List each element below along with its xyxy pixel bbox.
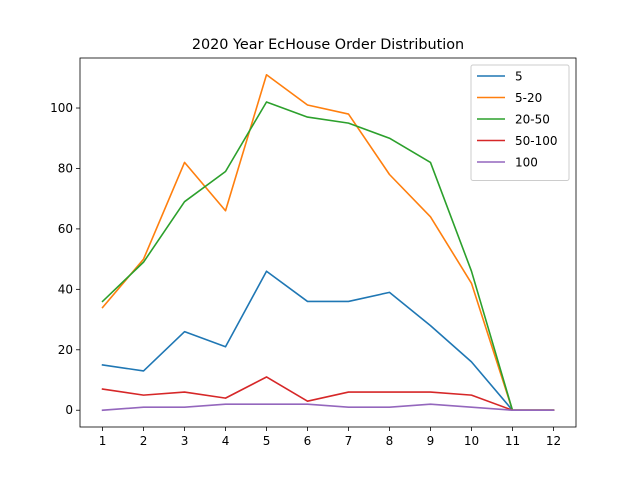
x-tick-label: 9 [427,434,435,448]
series-line-1 [101,73,555,412]
y-tick-label: 20 [58,343,73,357]
legend: 5 5-20 20-50 50-100 100 [470,64,570,181]
x-tick-label: 7 [345,434,353,448]
legend-label: 5 [515,70,523,84]
legend-box [470,64,570,181]
series-line-4 [101,403,555,412]
x-tick-label: 11 [505,434,520,448]
series-line-3 [101,376,555,412]
legend-label: 5-20 [515,91,542,105]
x-tick-label: 6 [304,434,312,448]
x-tick-label: 5 [263,434,271,448]
y-tick-label: 0 [65,403,73,417]
legend-label: 50-100 [515,134,558,148]
y-tick-label: 80 [58,161,73,175]
x-tick-label: 4 [222,434,230,448]
x-tick-label: 8 [386,434,394,448]
x-tick-label: 10 [464,434,479,448]
legend-label: 100 [515,156,538,170]
x-tick-label: 3 [181,434,189,448]
chart-title: 2020 Year EcHouse Order Distribution [192,37,464,53]
x-tick-label: 2 [140,434,148,448]
y-tick-label: 40 [58,282,73,296]
x-tick-label: 1 [99,434,107,448]
y-tick-label: 60 [58,222,73,236]
x-tick-label: 12 [546,434,561,448]
y-tick-label: 100 [50,101,73,115]
series-line-0 [101,270,555,412]
legend-label: 20-50 [515,113,550,127]
axes-frame [79,57,577,428]
plot-area [101,73,555,412]
series-line-2 [101,101,555,412]
